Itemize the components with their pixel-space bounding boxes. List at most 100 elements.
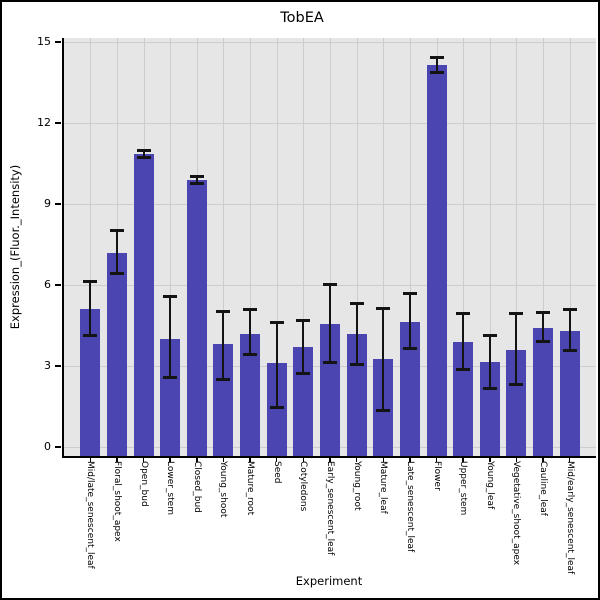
v-gridline bbox=[409, 38, 411, 456]
error-bar-cap-bottom bbox=[243, 353, 258, 357]
x-tick-label: Mature_root bbox=[245, 461, 256, 516]
error-bar-cap-top bbox=[216, 309, 231, 313]
x-tick-label: Closed_bud bbox=[191, 461, 202, 513]
error-bar-cap-top bbox=[323, 282, 337, 286]
x-tick-mark bbox=[462, 456, 464, 462]
x-tick-label: Seed bbox=[271, 461, 282, 484]
error-bar-line bbox=[435, 56, 438, 74]
error-bar-cap-top bbox=[536, 311, 551, 315]
error-bar-cap-bottom bbox=[349, 362, 364, 366]
bar bbox=[240, 333, 261, 456]
y-tick-label: 6 bbox=[44, 278, 51, 292]
v-gridline bbox=[170, 38, 172, 456]
bar bbox=[133, 154, 154, 456]
bar bbox=[213, 344, 234, 456]
x-axis-title: Experiment bbox=[295, 574, 363, 588]
x-tick-mark bbox=[542, 456, 544, 462]
v-gridline bbox=[356, 38, 358, 456]
v-gridline bbox=[276, 38, 278, 456]
error-bar-line bbox=[542, 312, 545, 342]
error-bar-cap-top bbox=[562, 308, 577, 312]
error-bar-line bbox=[515, 313, 518, 385]
y-tick-label: 15 bbox=[37, 35, 51, 49]
error-bar-cap-bottom bbox=[509, 382, 524, 386]
error-bar-cap-top bbox=[456, 312, 471, 316]
bar bbox=[533, 328, 554, 456]
error-bar-cap-top bbox=[163, 294, 178, 298]
bar bbox=[399, 321, 420, 456]
y-tick-label: 12 bbox=[37, 116, 51, 130]
error-bar-line bbox=[275, 321, 278, 408]
x-tick-mark bbox=[568, 456, 571, 462]
bar bbox=[80, 309, 101, 456]
x-tick-mark bbox=[249, 456, 251, 462]
error-bar-cap-bottom bbox=[189, 181, 204, 185]
error-bar-cap-bottom bbox=[163, 376, 178, 380]
x-tick-label: Young_shoot bbox=[218, 461, 229, 518]
error-bar-line bbox=[408, 293, 411, 349]
x-tick-mark bbox=[489, 456, 491, 462]
y-tick-mark bbox=[55, 203, 61, 205]
x-tick-mark bbox=[329, 456, 331, 462]
y-tick-mark bbox=[55, 365, 61, 367]
v-gridline bbox=[223, 38, 225, 456]
x-tick-mark bbox=[142, 456, 145, 462]
x-tick-mark bbox=[515, 456, 518, 462]
x-tick-label: Floral_shoot_apex bbox=[111, 461, 122, 542]
error-bar-cap-top bbox=[349, 301, 364, 305]
v-gridline bbox=[463, 38, 465, 456]
bar bbox=[479, 362, 500, 456]
y-tick-mark bbox=[55, 284, 61, 286]
x-tick-mark bbox=[89, 456, 92, 462]
error-bar-cap-bottom bbox=[136, 156, 151, 160]
error-bar-cap-bottom bbox=[456, 368, 471, 372]
x-tick-label: Cauline_leaf bbox=[538, 461, 549, 516]
y-tick-label: 0 bbox=[44, 440, 51, 454]
error-bar-cap-bottom bbox=[83, 334, 98, 338]
error-bar-cap-bottom bbox=[562, 349, 577, 353]
x-tick-mark bbox=[116, 456, 118, 462]
error-bar-line bbox=[568, 309, 571, 352]
error-bar-line bbox=[115, 229, 118, 275]
bar bbox=[160, 339, 181, 456]
bar bbox=[266, 363, 287, 456]
error-bar-cap-bottom bbox=[402, 346, 417, 350]
x-tick-label: Mid/early_senescent_leaf bbox=[564, 461, 575, 575]
x-tick-label: Cotyledons bbox=[298, 461, 309, 512]
x-tick-label: Mid/late_senescent_leaf bbox=[85, 461, 96, 569]
error-bar-line bbox=[329, 283, 331, 364]
x-tick-mark bbox=[222, 456, 225, 462]
error-bar-cap-bottom bbox=[376, 408, 391, 412]
error-bar-cap-top bbox=[136, 149, 151, 153]
chart-title: TobEA bbox=[280, 10, 324, 26]
v-gridline bbox=[543, 38, 545, 456]
v-gridline bbox=[516, 38, 518, 456]
error-bar-cap-bottom bbox=[323, 361, 337, 365]
error-bar-cap-top bbox=[189, 174, 204, 178]
y-axis-title: Expression_(Fluor._Intensity) bbox=[8, 164, 22, 330]
error-bar-cap-top bbox=[509, 312, 524, 316]
error-bar-cap-top bbox=[402, 292, 417, 296]
error-bar-cap-bottom bbox=[109, 272, 124, 276]
v-gridline bbox=[90, 38, 92, 456]
error-bar-cap-bottom bbox=[536, 339, 551, 343]
x-tick-label: Early_senescent_leaf bbox=[325, 461, 335, 556]
x-tick-label: Upper_stem bbox=[458, 461, 469, 516]
error-bar-line bbox=[462, 313, 465, 371]
plot-area: 0 3 6 9 12 15 Mid/late_senescent_leaf Floral_sh… bbox=[37, 35, 596, 574]
v-gridline bbox=[303, 38, 305, 456]
error-bar-cap-top bbox=[243, 308, 258, 312]
x-tick-mark bbox=[302, 456, 305, 462]
error-bar-cap-top bbox=[429, 55, 444, 59]
error-bar-cap-bottom bbox=[269, 405, 284, 409]
x-tick-mark bbox=[382, 456, 384, 462]
v-gridline bbox=[330, 38, 331, 456]
x-tick-label: Vegetative_shoot_apex bbox=[511, 461, 522, 566]
error-bar-cap-top bbox=[109, 228, 124, 232]
error-bar-line bbox=[355, 302, 358, 365]
bar bbox=[559, 330, 580, 456]
error-bar-cap-bottom bbox=[296, 372, 311, 376]
y-tick-mark bbox=[55, 446, 61, 448]
y-tick-mark bbox=[55, 41, 61, 43]
v-gridline bbox=[489, 38, 491, 456]
